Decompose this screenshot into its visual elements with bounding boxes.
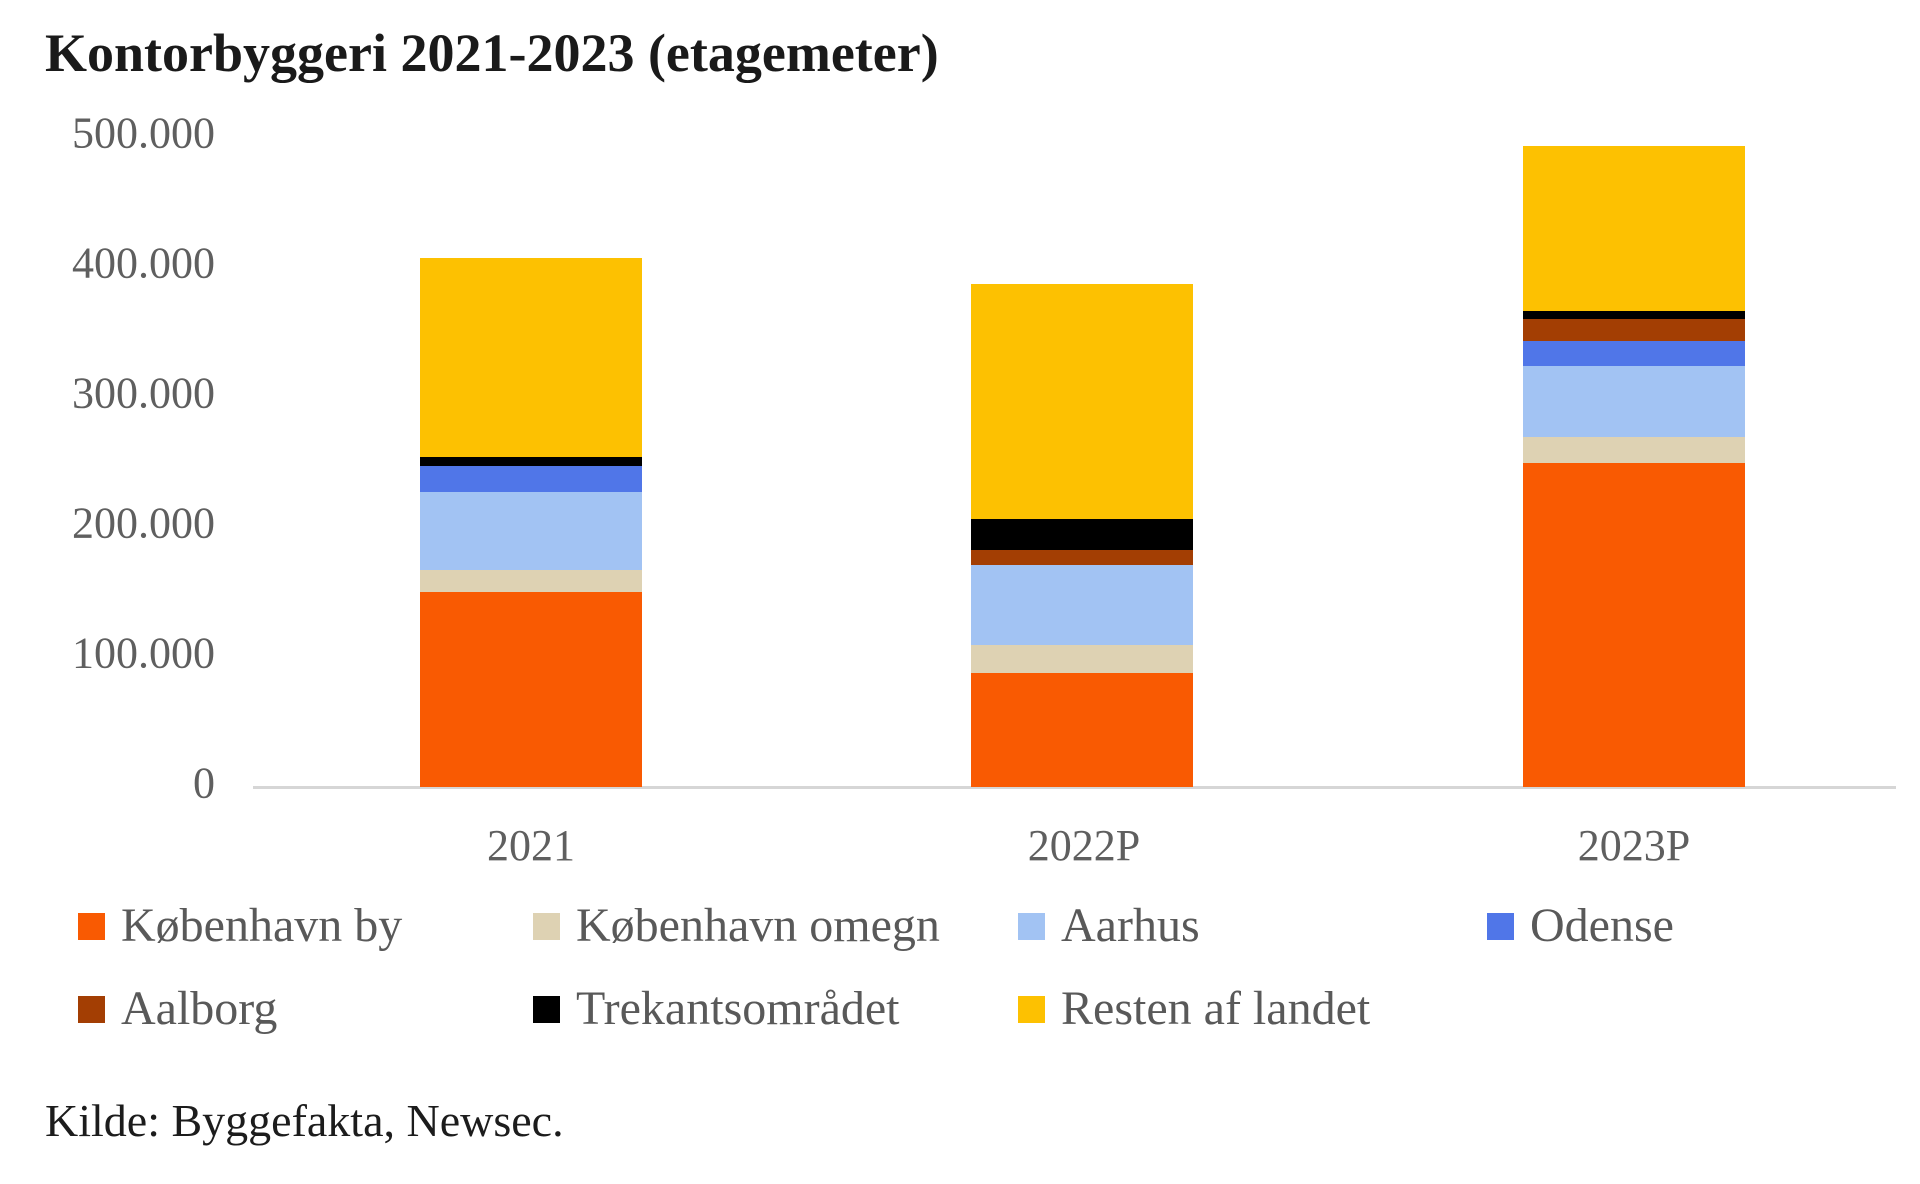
- legend-swatch-icon: [1487, 912, 1514, 940]
- y-tick-label: 300.000: [72, 368, 215, 418]
- y-tick-label: 0: [193, 758, 215, 808]
- legend-label: Aalborg: [121, 982, 278, 1035]
- bar-segment: [420, 465, 642, 492]
- y-tick-label: 500.000: [72, 108, 215, 158]
- legend-label: København omegn: [576, 899, 940, 952]
- legend-swatch-icon: [1018, 995, 1045, 1023]
- bar-segment: [1523, 365, 1745, 438]
- bar-segment: [1523, 146, 1745, 312]
- y-tick-label: 200.000: [72, 498, 215, 548]
- bar-segment: [971, 645, 1193, 673]
- legend-label: Odense: [1530, 899, 1674, 952]
- legend-swatch-icon: [533, 912, 560, 940]
- stacked-bar-2023P: [1523, 146, 1745, 787]
- y-tick-label: 100.000: [72, 628, 215, 678]
- legend-label: København by: [121, 899, 403, 952]
- bar-segment: [971, 672, 1193, 787]
- bar-segment: [971, 550, 1193, 565]
- legend-swatch-icon: [533, 995, 560, 1023]
- legend-swatch-icon: [1018, 912, 1045, 940]
- bar-segment: [971, 564, 1193, 646]
- bar-segment: [1523, 437, 1745, 464]
- chart-title: Kontorbyggeri 2021-2023 (etagemeter): [45, 23, 939, 83]
- y-tick-label: 400.000: [72, 238, 215, 288]
- source-note: Kilde: Byggefakta, Newsec.: [45, 1095, 564, 1146]
- legend-swatch-icon: [78, 912, 105, 940]
- legend-item: Odense: [1487, 902, 1674, 950]
- legend-item: Resten af landet: [1018, 985, 1370, 1033]
- legend-swatch-icon: [78, 995, 105, 1023]
- x-tick-label: 2021: [487, 821, 575, 870]
- x-tick-label: 2022P: [1027, 821, 1141, 870]
- legend-item: Trekantsområdet: [533, 985, 900, 1033]
- bar-segment: [420, 456, 642, 466]
- bar-segment: [1523, 311, 1745, 320]
- legend-item: København by: [78, 902, 402, 950]
- legend-label: Trekantsområdet: [576, 982, 900, 1035]
- stacked-bar-2022P: [971, 283, 1193, 787]
- x-tick-label: 2023P: [1577, 821, 1691, 870]
- bar-segment: [971, 519, 1193, 551]
- bar-segment: [420, 257, 642, 457]
- stacked-bar-2021: [420, 257, 642, 787]
- bar-segment: [420, 491, 642, 570]
- legend-label: Aarhus: [1061, 899, 1200, 952]
- bar-segment: [971, 283, 1193, 520]
- bar-segment: [420, 569, 642, 592]
- bar-segment: [1523, 341, 1745, 366]
- bar-segment: [420, 592, 642, 787]
- x-axis-line: [253, 786, 1896, 789]
- legend-item: Aalborg: [78, 985, 277, 1033]
- legend-label: Resten af landet: [1061, 982, 1371, 1035]
- bar-segment: [1523, 319, 1745, 342]
- legend-item: København omegn: [533, 902, 940, 950]
- bar-segment: [1523, 463, 1745, 787]
- legend-item: Aarhus: [1018, 902, 1200, 950]
